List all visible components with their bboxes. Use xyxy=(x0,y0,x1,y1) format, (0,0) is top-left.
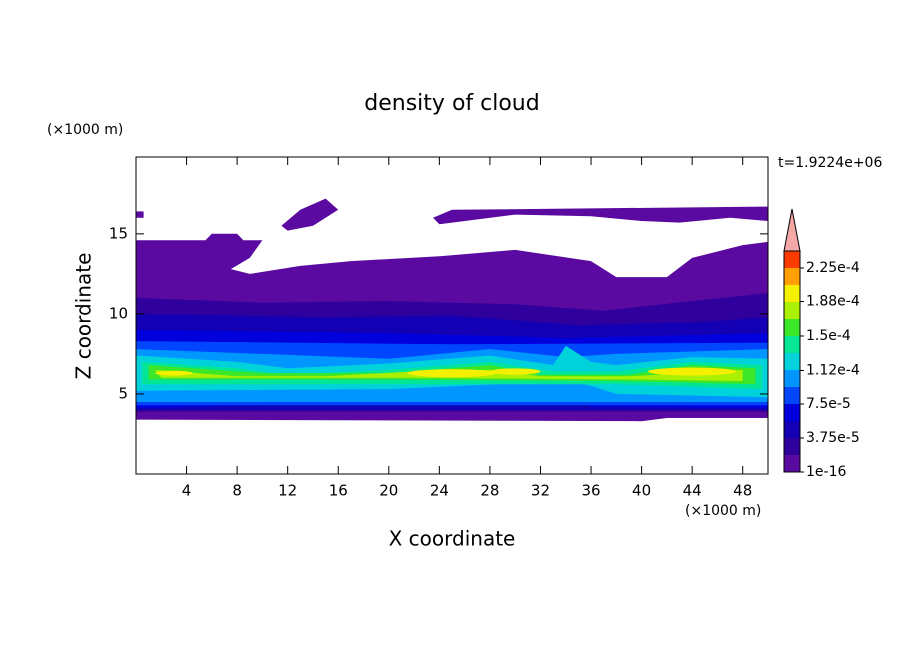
contour-region xyxy=(136,211,144,218)
x-tick-label: 44 xyxy=(683,482,702,500)
x-tick-label: 4 xyxy=(182,482,192,500)
contour-region xyxy=(489,368,541,375)
colorbar-band xyxy=(784,251,800,268)
colorbar-tick-label: 1.12e-4 xyxy=(806,362,860,378)
colorbar-frame xyxy=(783,250,801,473)
colorbar-band xyxy=(784,302,800,319)
x-axis-label: X coordinate xyxy=(389,527,516,551)
colorbar-tick-label: 1e-16 xyxy=(806,464,846,480)
colorbar-tick-label: 2.25e-4 xyxy=(806,260,860,276)
y-tick-label: 15 xyxy=(109,224,128,242)
x-tick-label: 48 xyxy=(733,482,752,500)
colorbar-band xyxy=(784,319,800,336)
x-unit: (×1000 m) xyxy=(685,503,761,519)
colorbar-tick-label: 3.75e-5 xyxy=(806,430,860,446)
plot-frame xyxy=(135,156,769,475)
x-tick-label: 20 xyxy=(379,482,398,500)
contour-region xyxy=(281,198,339,231)
contour-region xyxy=(154,370,193,376)
colorbar-band xyxy=(784,404,800,421)
y-tick-label: 10 xyxy=(109,304,128,322)
colorbar-band xyxy=(784,455,800,472)
colorbar-tick-label: 1.88e-4 xyxy=(806,294,860,310)
chart-title: density of cloud xyxy=(364,91,539,116)
x-tick-label: 28 xyxy=(480,482,499,500)
y-axis-label: Z coordinate xyxy=(72,253,96,380)
colorbar-band xyxy=(784,268,800,285)
x-tick-label: 36 xyxy=(581,482,600,500)
y-unit: (×1000 m) xyxy=(47,122,123,138)
colorbar-band xyxy=(784,336,800,353)
colorbar-band xyxy=(784,387,800,404)
time-label: t=1.9224e+06 xyxy=(778,155,882,171)
y-tick-label: 5 xyxy=(118,384,128,402)
colorbar-band xyxy=(784,370,800,387)
colorbar-band xyxy=(784,353,800,370)
x-tick-label: 40 xyxy=(632,482,651,500)
contour-region xyxy=(433,206,768,225)
x-tick-label: 32 xyxy=(531,482,550,500)
x-tick-label: 24 xyxy=(430,482,449,500)
colorbar-band xyxy=(784,421,800,438)
colorbar-band xyxy=(784,438,800,455)
colorbar-tick-label: 1.5e-4 xyxy=(806,328,851,344)
colorbar-tick-label: 7.5e-5 xyxy=(806,396,851,412)
contour-region xyxy=(647,367,737,376)
x-tick-label: 12 xyxy=(278,482,297,500)
colorbar-extend xyxy=(783,208,801,252)
colorbar-band xyxy=(784,285,800,302)
x-tick-label: 16 xyxy=(329,482,348,500)
contour-region xyxy=(407,369,497,378)
x-tick-label: 8 xyxy=(232,482,242,500)
